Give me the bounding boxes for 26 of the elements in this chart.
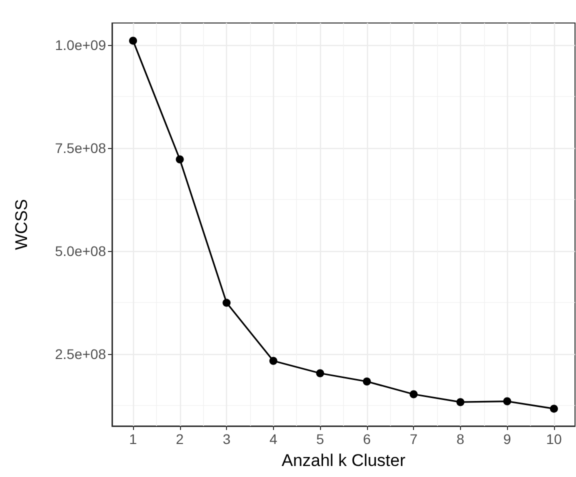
- x-tick-label: 9: [503, 431, 512, 447]
- y-tick-label: 1.0e+09: [55, 36, 106, 53]
- point: [129, 36, 138, 45]
- x-tick-label: 8: [456, 431, 465, 447]
- x-tick-label: 4: [269, 431, 278, 447]
- point: [269, 356, 278, 365]
- x-tick-label: 2: [176, 431, 184, 447]
- x-tick-label: 10: [546, 431, 562, 447]
- point: [176, 155, 184, 164]
- point: [456, 398, 464, 406]
- y-tick-label: 7.5e+08: [55, 140, 106, 156]
- y-tick-label: 2.5e+08: [55, 346, 106, 362]
- x-tick-label: 3: [222, 431, 231, 447]
- y-tick-label: 5.0e+08: [55, 242, 106, 259]
- y-axis-title: WCSS: [12, 199, 31, 250]
- point: [410, 390, 418, 398]
- point: [503, 397, 512, 406]
- point: [316, 369, 324, 378]
- x-tick-label: 1: [129, 431, 138, 447]
- point: [550, 404, 558, 413]
- point: [222, 298, 231, 307]
- x-tick-label: 6: [362, 431, 371, 447]
- x-tick-label: 5: [316, 431, 324, 447]
- x-axis-title: Anzahl k Cluster: [282, 451, 406, 470]
- point: [362, 378, 371, 386]
- x-tick-label: 7: [410, 431, 418, 447]
